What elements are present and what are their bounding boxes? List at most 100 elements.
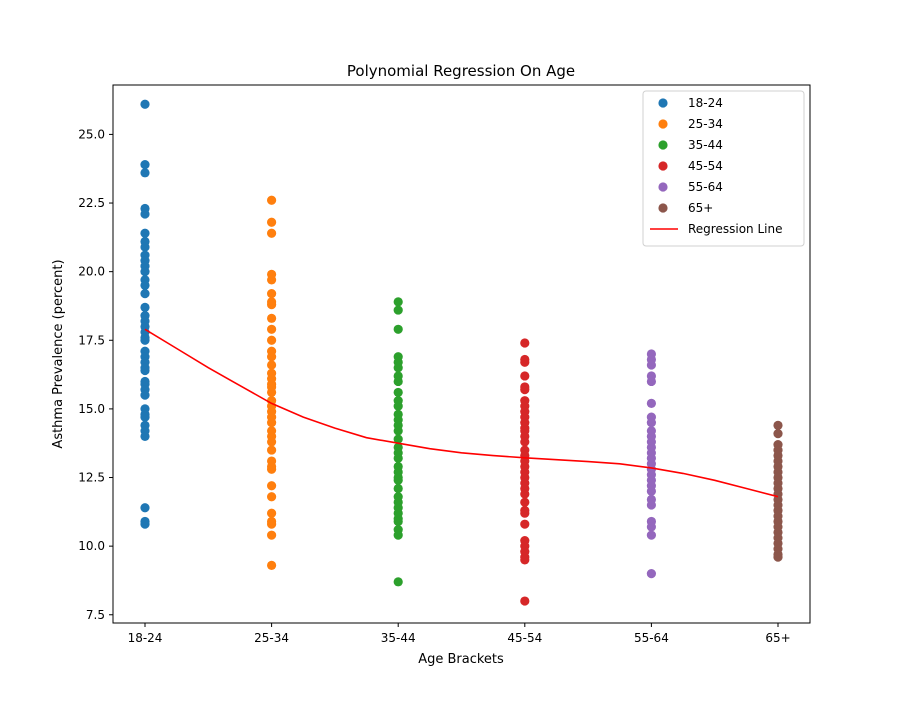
data-point xyxy=(646,486,657,496)
data-point xyxy=(646,376,657,387)
data-point xyxy=(267,445,277,455)
legend-marker xyxy=(658,98,668,108)
data-point xyxy=(267,335,277,345)
data-point xyxy=(267,519,277,529)
data-point xyxy=(267,299,277,310)
legend-marker xyxy=(658,203,668,213)
legend-marker xyxy=(658,140,668,150)
x-tick-label: 65+ xyxy=(765,631,790,645)
data-point xyxy=(140,289,150,299)
legend-marker xyxy=(658,161,668,171)
data-point xyxy=(773,552,783,562)
axes: 18-24 25-34 35-44 45-54 55-64 65+ 7.5 10.0 12.5 1… xyxy=(78,127,790,645)
legend: 18-24 25-34 35-44 45-54 55-64 65+ Regression L… xyxy=(642,90,805,247)
legend-label: 25-34 xyxy=(688,117,723,131)
data-point xyxy=(520,555,530,565)
data-point xyxy=(140,168,150,178)
data-point xyxy=(393,305,403,315)
data-point xyxy=(393,483,403,494)
data-point xyxy=(393,516,403,527)
data-point xyxy=(140,503,150,513)
data-point xyxy=(140,365,150,376)
regression-line xyxy=(144,328,779,498)
x-tick-label: 35-44 xyxy=(381,631,416,645)
data-point xyxy=(520,596,530,606)
data-point xyxy=(140,519,150,529)
data-point xyxy=(520,385,530,395)
data-point xyxy=(140,267,150,277)
plot-frame xyxy=(112,84,811,624)
data-point xyxy=(140,99,150,109)
data-point xyxy=(140,390,150,400)
legend-label: 55-64 xyxy=(688,180,723,194)
data-point xyxy=(646,530,657,540)
data-point xyxy=(140,228,150,238)
chart-title: Polynomial Regression On Age xyxy=(347,62,575,80)
data-point xyxy=(773,420,783,430)
data-point xyxy=(267,324,277,334)
data-point xyxy=(646,360,657,370)
data-point xyxy=(140,209,150,219)
data-point xyxy=(393,577,403,587)
legend-label: 35-44 xyxy=(688,138,723,152)
legend-label: 45-54 xyxy=(688,159,723,173)
x-axis-label: Age Brackets xyxy=(418,652,504,667)
x-tick-label: 25-34 xyxy=(254,631,289,645)
data-point xyxy=(267,481,277,491)
data-point xyxy=(140,335,150,345)
x-tick-label: 55-64 xyxy=(634,631,669,645)
y-tick-label: 22.5 xyxy=(78,196,105,210)
data-point xyxy=(393,363,403,373)
y-tick-label: 10.0 xyxy=(78,539,105,553)
data-point xyxy=(646,398,657,409)
data-point xyxy=(393,434,403,444)
data-point xyxy=(520,497,530,507)
regression-layer xyxy=(144,328,779,498)
data-point xyxy=(393,387,403,398)
data-point xyxy=(393,426,403,436)
data-point xyxy=(267,352,277,362)
data-point xyxy=(520,437,530,447)
data-point xyxy=(140,302,150,312)
data-point xyxy=(140,160,150,170)
data-point xyxy=(140,431,150,441)
data-point xyxy=(140,412,150,422)
legend-marker xyxy=(658,182,668,192)
series-65+ xyxy=(773,420,783,562)
data-point xyxy=(393,453,403,463)
data-point xyxy=(393,376,403,387)
data-point xyxy=(520,371,530,381)
data-point xyxy=(267,464,277,474)
data-point xyxy=(646,568,657,579)
legend-label: Regression Line xyxy=(688,222,782,236)
data-point xyxy=(393,530,403,540)
data-point xyxy=(393,324,403,334)
y-tick-label: 7.5 xyxy=(86,608,105,622)
legend-label: 18-24 xyxy=(688,96,723,110)
data-point xyxy=(520,489,530,499)
series-55-64 xyxy=(646,349,657,579)
data-point xyxy=(520,519,530,529)
data-point xyxy=(140,242,150,252)
data-point xyxy=(267,360,277,370)
data-point xyxy=(267,313,277,323)
y-tick-label: 17.5 xyxy=(78,333,105,347)
data-point xyxy=(267,437,277,447)
data-point xyxy=(773,429,783,439)
series-35-44 xyxy=(393,297,403,587)
data-point xyxy=(267,508,277,518)
data-point xyxy=(267,530,277,540)
legend-box xyxy=(642,90,805,247)
y-tick-label: 25.0 xyxy=(78,127,105,141)
data-point xyxy=(267,228,277,238)
data-point xyxy=(267,289,277,299)
data-point xyxy=(520,357,530,367)
data-point xyxy=(393,297,403,307)
data-point xyxy=(267,275,277,285)
y-tick-label: 20.0 xyxy=(78,265,105,279)
data-point xyxy=(267,387,277,398)
x-tick-label: 18-24 xyxy=(128,631,163,645)
y-tick-label: 15.0 xyxy=(78,402,105,416)
series-18-24 xyxy=(140,99,150,529)
